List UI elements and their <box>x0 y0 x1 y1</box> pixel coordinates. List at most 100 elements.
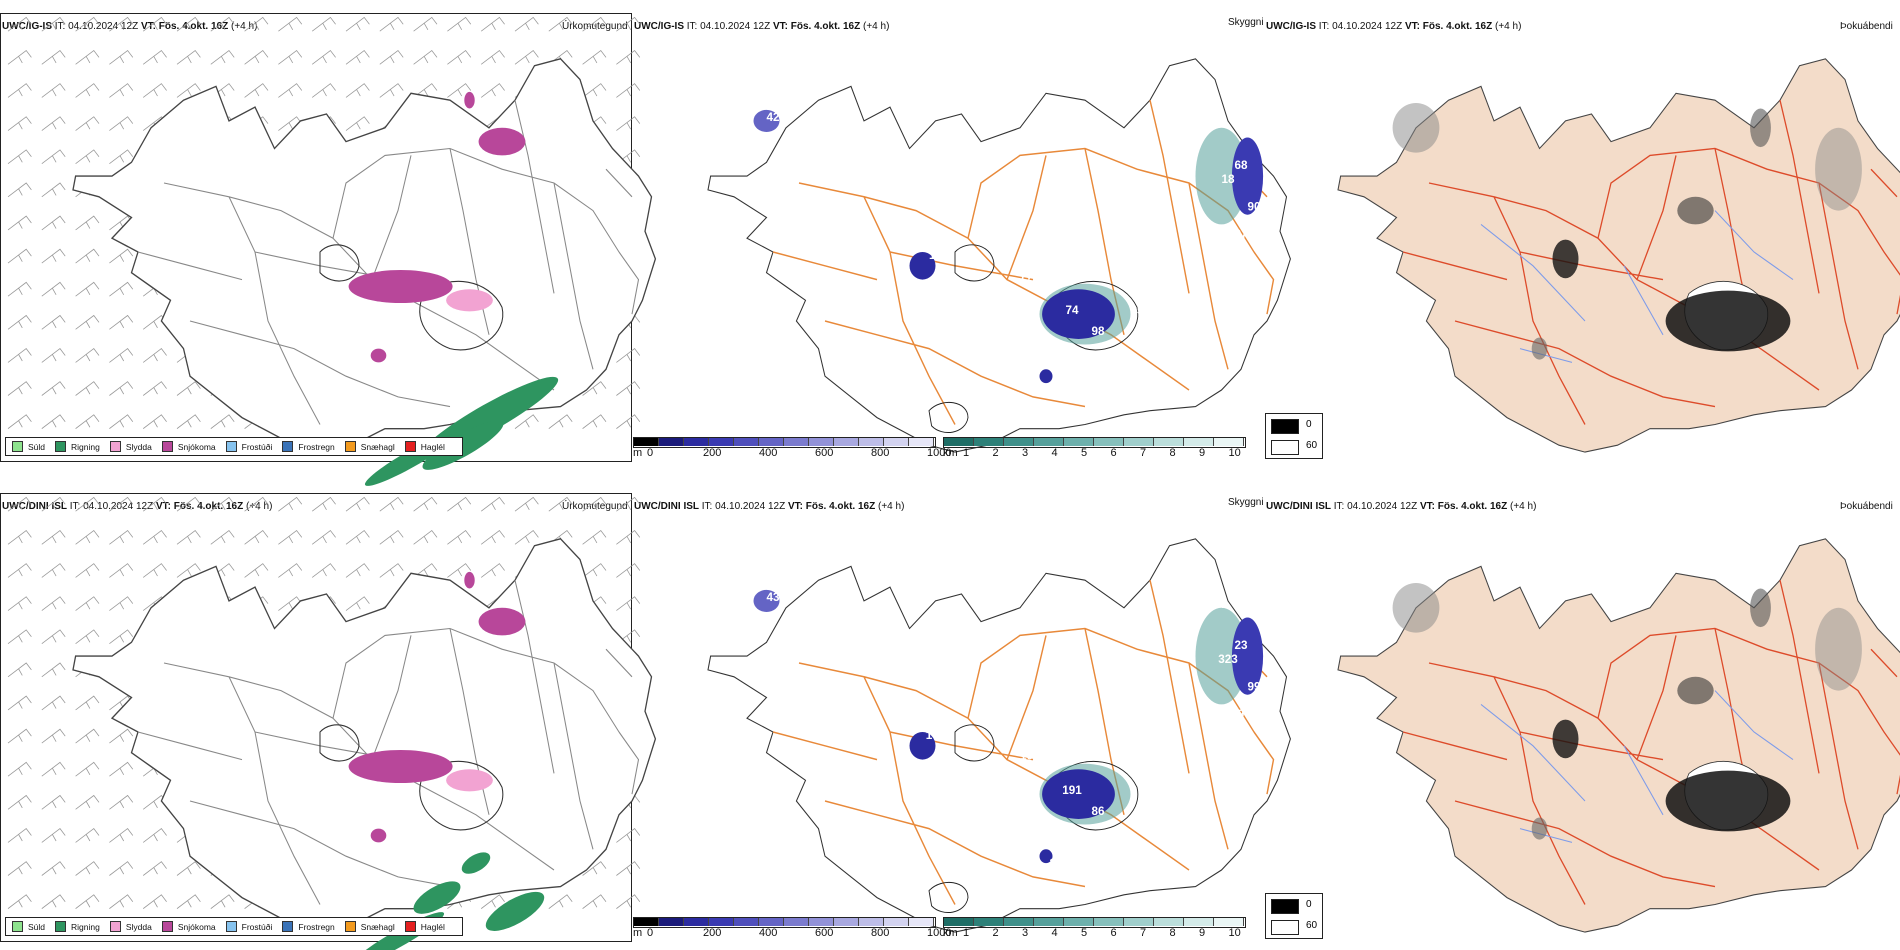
ceiling-colorbar-top <box>633 437 936 448</box>
precip-title-bottom: UWC/DINI ISL IT: 04.10.2024 12Z VT: Fös.… <box>2 501 273 512</box>
wind-barb <box>41 348 66 363</box>
wind-barb <box>616 83 641 98</box>
wind-barb <box>109 83 134 98</box>
precip-legend-label: Snæhagl <box>360 921 395 932</box>
precip-legend-swatch <box>404 441 416 452</box>
visibility-area <box>1195 607 1248 705</box>
precip-legend-swatch <box>282 441 294 452</box>
wind-barb <box>480 83 505 98</box>
ceiling-value-label: 10 <box>929 248 942 262</box>
ceiling-area <box>1039 369 1053 384</box>
fog-area <box>1750 588 1771 628</box>
ceiling-value-label: 74 <box>1137 783 1150 797</box>
colorbar-segment <box>809 918 834 926</box>
fog-swatch-black <box>1271 899 1299 914</box>
precip-legend-swatch <box>109 921 121 932</box>
wind-barb <box>75 563 100 578</box>
colorbar-segment <box>884 438 909 446</box>
ceiling-value-label: 98 <box>1091 323 1104 337</box>
wind-barb <box>7 49 32 65</box>
wind-barb <box>616 596 641 611</box>
wind-barb <box>109 761 134 777</box>
ceiling-area <box>1042 769 1115 819</box>
ceiling-value-label: 323 <box>1218 652 1238 666</box>
wind-barb <box>616 529 641 545</box>
wind-barb <box>480 16 505 32</box>
ceiling-value-label: 7 <box>913 151 920 165</box>
precip-legend-item: Snjókoma <box>161 921 216 932</box>
ceiling-value-label: 43 <box>766 590 779 604</box>
ceiling-value-label: 59 <box>1137 303 1150 317</box>
visibility-colorbar-top <box>943 437 1246 448</box>
wind-barb <box>75 83 100 98</box>
wind-barb <box>244 496 269 512</box>
visibility-tick-label: 7 <box>1140 927 1147 939</box>
wind-barb <box>616 348 641 363</box>
rivers <box>1480 690 1794 843</box>
colorbar-segment <box>1124 438 1154 446</box>
precip-legend-label: Frostúði <box>241 921 273 932</box>
wind-barb <box>514 49 539 65</box>
precip-legend-item: Súld <box>12 921 45 932</box>
visibility-tick-label: 4 <box>1051 447 1058 459</box>
ceiling-value-label: 08 <box>1208 116 1221 130</box>
wind-barb <box>176 861 201 876</box>
wind-barb <box>582 49 607 65</box>
wind-barb <box>379 529 404 545</box>
wind-barb <box>7 529 32 545</box>
wind-barb <box>7 281 32 297</box>
fog-area <box>1665 770 1791 832</box>
ceiling-title-bottom: UWC/DINI ISL IT: 04.10.2024 12Z VT: Fös.… <box>634 501 905 512</box>
wind-barb <box>7 314 32 330</box>
wind-barb <box>176 496 201 512</box>
wind-barb <box>75 794 100 810</box>
wind-barb <box>75 348 100 363</box>
wind-barb <box>176 16 201 32</box>
fog-legend-top: 0 60 <box>1265 413 1323 459</box>
wind-barb <box>109 414 134 429</box>
colorbar-segment <box>944 918 974 926</box>
ceiling-value-label: 58 <box>1052 376 1065 390</box>
visibility-tick-label: 8 <box>1169 447 1176 459</box>
wind-barb <box>75 529 100 545</box>
colorbar-segment <box>1094 918 1124 926</box>
colorbar-segment <box>859 438 884 446</box>
wind-barb <box>41 248 66 264</box>
wind-barb <box>244 49 269 65</box>
ceiling-value-label: 75 <box>1013 665 1026 679</box>
wind-barb <box>514 16 539 32</box>
wind-barb <box>480 894 505 909</box>
colorbar-segment <box>1064 438 1094 446</box>
precip-legend-swatch <box>12 441 23 452</box>
precip-legend-swatch <box>55 921 67 932</box>
wind-barb <box>616 496 641 512</box>
ceiling-tick-label: 600 <box>815 927 834 939</box>
colorbar-segment <box>759 918 784 926</box>
ceiling-value-label: 23 <box>1234 638 1247 652</box>
wind-barb <box>345 496 370 512</box>
colorbar-segment <box>634 918 659 926</box>
wind-barb <box>41 861 66 876</box>
wind-barb <box>244 83 269 98</box>
wind-barb <box>379 83 404 98</box>
fog-title-bottom: UWC/DINI ISL IT: 04.10.2024 12Z VT: Fös.… <box>1266 501 1537 512</box>
colorbar-segment <box>784 438 809 446</box>
wind-barb <box>176 563 201 578</box>
ceiling-value-label: 101 <box>1036 693 1056 707</box>
precip-map <box>7 16 657 486</box>
visibility-tick-label: 2 <box>992 927 999 939</box>
visibility-tick-label: 10 <box>1228 447 1241 459</box>
wind-barb <box>345 596 370 611</box>
ceiling-colorbar-fill <box>634 918 934 926</box>
ceiling-tick-label: 400 <box>759 927 778 939</box>
visibility-colorbar-bottom <box>943 917 1246 928</box>
visibility-ticks-bottom: km 1 2 3 4 5 6 7 8 9 10 <box>943 927 1263 941</box>
wind-barb <box>244 563 269 578</box>
precip-legend-item: Snæhagl <box>344 921 395 932</box>
ceiling-value-label: 18 <box>1221 172 1234 186</box>
ceiling-tick-label: 800 <box>871 447 890 459</box>
colorbar-segment <box>634 438 659 446</box>
wind-barb <box>142 414 167 429</box>
wind-barb <box>244 529 269 545</box>
